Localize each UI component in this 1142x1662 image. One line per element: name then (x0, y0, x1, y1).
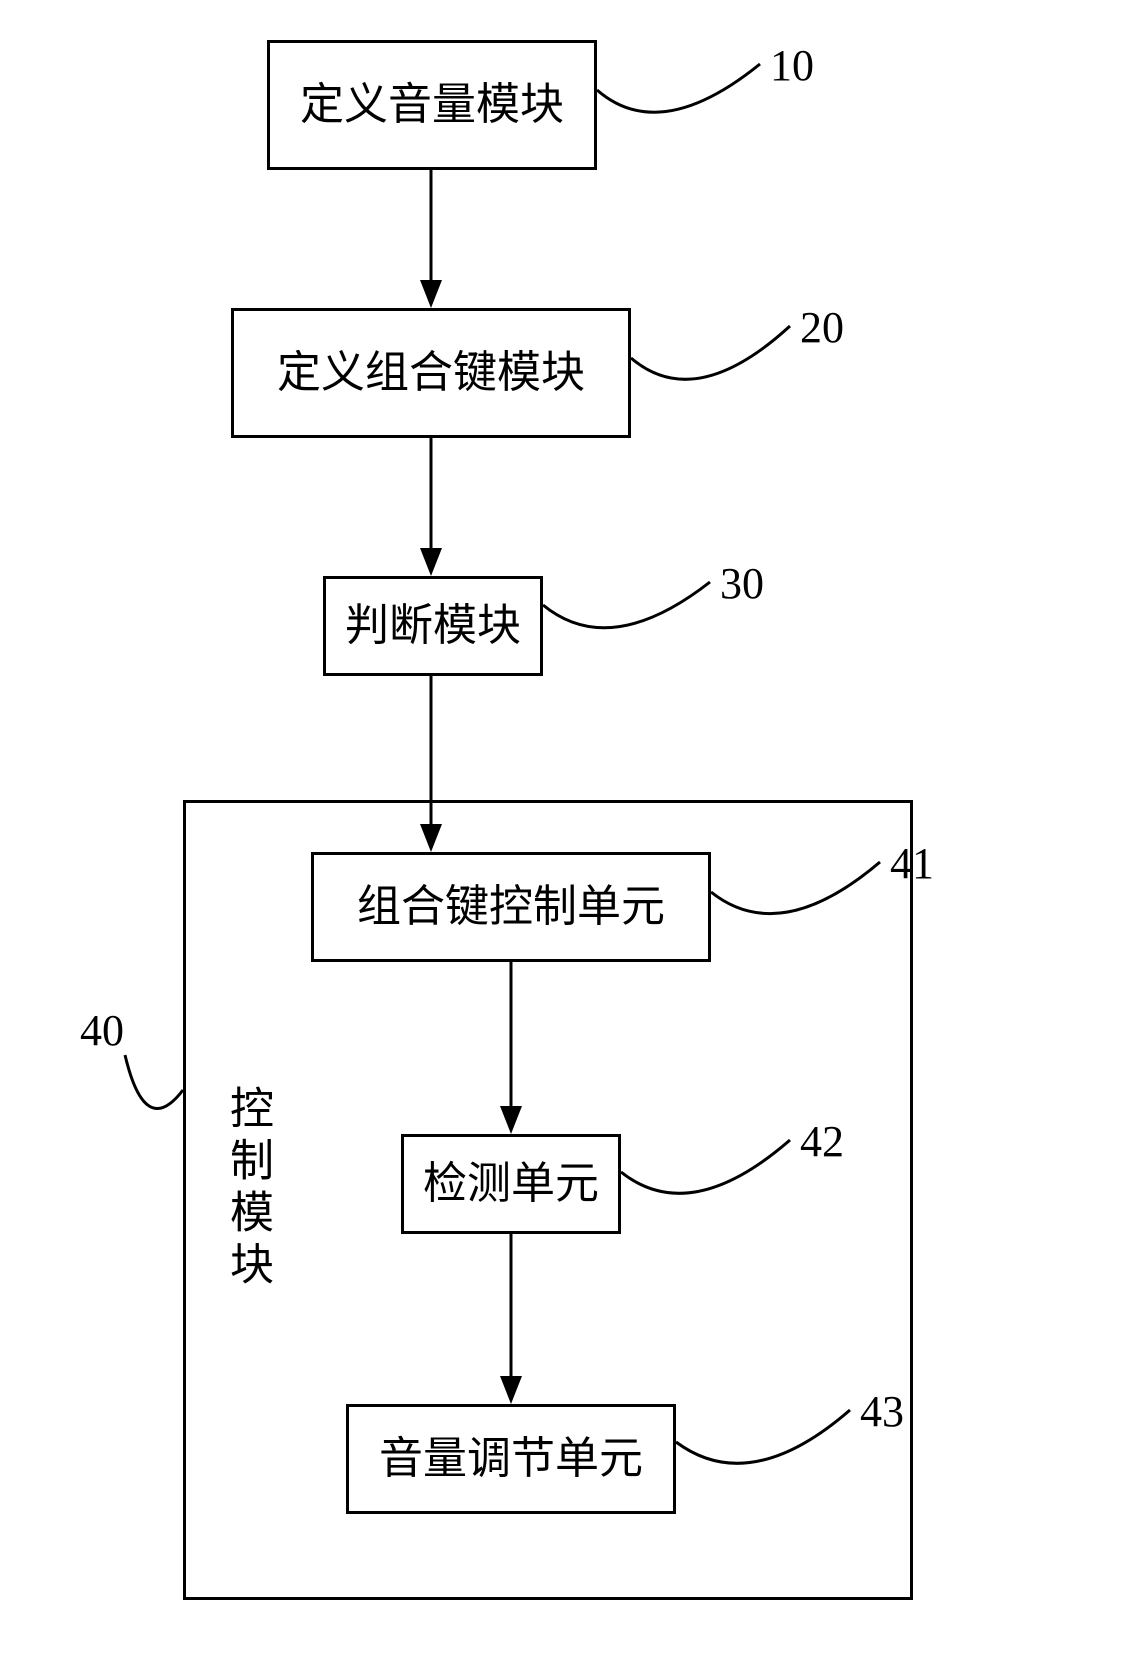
node-define-volume-module: 定义音量模块 (267, 40, 597, 170)
callout-number-30: 30 (720, 558, 764, 609)
node-30-label: 判断模块 (345, 600, 521, 653)
node-define-combokey-module: 定义组合键模块 (231, 308, 631, 438)
callout-number-20: 20 (800, 302, 844, 353)
node-42-label: 检测单元 (423, 1158, 599, 1211)
node-combokey-control-unit: 组合键控制单元 (311, 852, 711, 962)
node-20-label: 定义组合键模块 (277, 347, 585, 400)
callout-number-10: 10 (770, 40, 814, 91)
container-40-label: 控制模块 (215, 1085, 279, 1293)
node-10-label: 定义音量模块 (300, 79, 564, 132)
callout-number-41: 41 (890, 838, 934, 889)
callout-number-43: 43 (860, 1386, 904, 1437)
node-judge-module: 判断模块 (323, 576, 543, 676)
node-43-label: 音量调节单元 (379, 1433, 643, 1486)
node-volume-adjust-unit: 音量调节单元 (346, 1404, 676, 1514)
callout-number-42: 42 (800, 1116, 844, 1167)
callout-number-40: 40 (80, 1005, 124, 1056)
flowchart-diagram: 定义音量模块 10 定义组合键模块 20 判断模块 30 控制模块 40 (0, 0, 1142, 1662)
node-detection-unit: 检测单元 (401, 1134, 621, 1234)
node-41-label: 组合键控制单元 (357, 881, 665, 934)
